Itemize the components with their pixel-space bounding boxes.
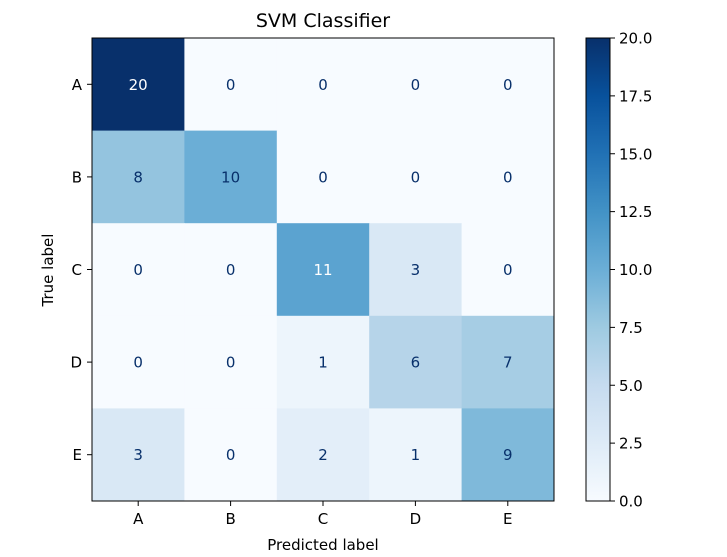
y-tick-label: A (72, 76, 83, 94)
cell-value-label: 3 (133, 446, 143, 464)
cell-value-label: 0 (226, 76, 236, 94)
heatmap-cell (276, 223, 370, 317)
colorbar (585, 37, 611, 502)
cell-value-label: 0 (503, 261, 513, 279)
x-tick-label: C (318, 510, 328, 528)
heatmap-cell (369, 315, 463, 409)
heatmap-cell (461, 408, 555, 502)
x-tick-label: E (503, 510, 512, 528)
y-tick-label: D (70, 354, 82, 372)
cell-value-label: 1 (411, 446, 421, 464)
heatmap-cell (92, 315, 185, 409)
heatmap-cell (461, 38, 555, 132)
heatmap-cell (184, 408, 278, 502)
colorbar-tick-label: 10.0 (619, 261, 652, 279)
heatmap-cell (92, 408, 185, 502)
colorbar-tick-label: 20.0 (619, 30, 652, 48)
cell-value-label: 9 (503, 446, 513, 464)
heatmap-cell (184, 130, 278, 224)
cell-value-label: 0 (503, 168, 513, 186)
colorbar-tick-label: 5.0 (619, 377, 643, 395)
cell-value-label: 0 (133, 261, 143, 279)
cell-value-label: 11 (313, 261, 332, 279)
heatmap-cell (184, 223, 278, 317)
y-tick-label: C (72, 261, 82, 279)
y-tick-label: E (73, 446, 82, 464)
heatmap-cell (276, 38, 370, 132)
heatmap-cell (92, 130, 185, 224)
heatmap-cell (276, 315, 370, 409)
cell-value-label: 0 (226, 354, 236, 372)
heatmap-cell (92, 223, 185, 317)
colorbar-ticks: 0.0 2.5 5.0 7.5 10.0 12.5 15.0 17.5 20.0 (610, 30, 652, 511)
cell-value-label: 8 (133, 168, 143, 186)
cell-value-label: 10 (221, 168, 240, 186)
x-tick-label: B (225, 510, 235, 528)
x-tick-label: D (410, 510, 422, 528)
y-tick-label: B (72, 168, 82, 186)
cell-value-label: 0 (411, 76, 421, 94)
heatmap-cell (369, 38, 463, 132)
cell-value-label: 0 (318, 168, 328, 186)
cell-value-label: 0 (226, 446, 236, 464)
colorbar-tick-label: 17.5 (619, 87, 652, 105)
heatmap-cell (461, 223, 555, 317)
y-axis-label: True label (39, 234, 57, 308)
cell-value-label: 0 (226, 261, 236, 279)
cell-value-label: 3 (411, 261, 421, 279)
cell-value-label: 1 (318, 354, 328, 372)
colorbar-tick-label: 0.0 (619, 493, 643, 511)
heatmap-cell (369, 408, 463, 502)
chart-title: SVM Classifier (256, 10, 390, 32)
heatmap-cell (461, 315, 555, 409)
cell-value-label: 0 (411, 168, 421, 186)
heatmap-cell (92, 38, 185, 132)
y-axis-ticks: A B C D E (70, 76, 92, 464)
heatmap-cell (184, 315, 278, 409)
heatmap-cell (369, 223, 463, 317)
cell-value-label: 0 (503, 76, 513, 94)
heatmap-cell (461, 130, 555, 224)
heatmap-cell-labels: 20 0 0 0 0 8 10 0 0 0 0 0 11 3 0 0 0 1 6 7 3 0 2 1 9 (129, 76, 513, 464)
heatmap-cell (184, 38, 278, 132)
cell-value-label: 0 (133, 354, 143, 372)
colorbar-tick-label: 12.5 (619, 203, 652, 221)
colorbar-tick-label: 2.5 (619, 435, 643, 453)
heatmap-cells (92, 38, 555, 502)
cell-value-label: 20 (129, 76, 148, 94)
colorbar-tick-label: 15.0 (619, 145, 652, 163)
cell-value-label: 0 (318, 76, 328, 94)
x-tick-label: A (133, 510, 144, 528)
cell-value-label: 7 (503, 354, 513, 372)
heatmap-cell (276, 408, 370, 502)
cell-value-label: 2 (318, 446, 328, 464)
colorbar-tick-label: 7.5 (619, 319, 643, 337)
cell-value-label: 6 (411, 354, 421, 372)
x-axis-ticks: A B C D E (133, 501, 513, 528)
x-axis-label: Predicted label (267, 536, 378, 554)
heatmap-cell (276, 130, 370, 224)
heatmap-cell (369, 130, 463, 224)
